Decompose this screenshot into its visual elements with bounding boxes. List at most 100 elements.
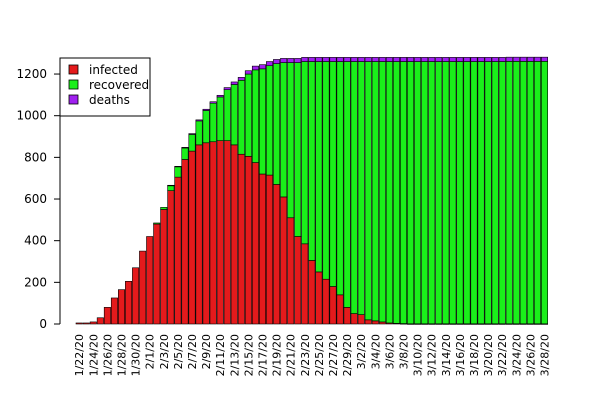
bar-recovered — [407, 61, 415, 325]
bar-infected — [96, 317, 104, 325]
bar-deaths — [414, 57, 422, 62]
x-tick-label: 3/12/20 — [426, 334, 439, 376]
bar-deaths — [280, 58, 288, 63]
bar-deaths — [498, 57, 506, 62]
bar-infected — [103, 307, 111, 325]
bar-deaths — [244, 70, 252, 75]
bar-recovered — [456, 61, 464, 325]
bar-recovered — [371, 61, 379, 322]
y-tick-label: 1000 — [16, 109, 47, 123]
bar-deaths — [223, 87, 231, 90]
bar-deaths — [407, 57, 415, 62]
bar-recovered — [230, 84, 238, 146]
x-tick-label: 2/23/20 — [299, 334, 312, 376]
bar-deaths — [209, 101, 217, 104]
x-axis: 1/22/20 1/24/20 1/26/20 1/28/20 1/30/20 2/1/2… — [73, 334, 551, 376]
bar-infected — [244, 156, 252, 325]
bar-recovered — [216, 96, 224, 141]
x-tick-label: 2/29/20 — [341, 334, 354, 376]
bar-deaths — [174, 166, 182, 168]
x-tick-label: 2/27/20 — [327, 334, 340, 376]
x-tick-label: 1/26/20 — [101, 334, 114, 376]
bar-infected — [188, 150, 196, 325]
x-tick-label: 3/18/20 — [468, 334, 481, 376]
bar-infected — [371, 320, 379, 325]
bar-infected — [216, 140, 224, 325]
bar-deaths — [357, 57, 365, 62]
bar-recovered — [435, 61, 443, 325]
bar-recovered — [188, 134, 196, 152]
x-tick-label: 1/24/20 — [87, 334, 100, 376]
bar-infected — [301, 243, 309, 325]
bar-recovered — [202, 110, 210, 144]
x-tick-label: 2/17/20 — [257, 334, 270, 376]
bar-infected — [139, 250, 147, 325]
bar-recovered — [251, 69, 259, 163]
x-tick-label: 3/26/20 — [524, 334, 537, 376]
bar-recovered — [378, 61, 386, 323]
bar-deaths — [181, 147, 189, 149]
x-tick-label: 3/4/20 — [369, 334, 382, 369]
bar-infected — [294, 236, 302, 325]
bar-deaths — [470, 57, 478, 62]
bar-infected — [273, 184, 281, 325]
bar-deaths — [442, 57, 450, 62]
bar-deaths — [421, 57, 429, 62]
bar-infected — [202, 142, 210, 325]
bar-recovered — [449, 61, 457, 325]
bar-deaths — [273, 59, 281, 64]
bar-recovered — [174, 166, 182, 178]
bar-recovered — [343, 61, 351, 308]
x-tick-label: 2/3/20 — [158, 334, 171, 369]
x-tick-label: 1/22/20 — [73, 334, 86, 376]
bar-recovered — [526, 61, 534, 325]
bar-recovered — [287, 62, 295, 219]
x-tick-label: 3/24/20 — [510, 334, 523, 376]
bar-infected — [287, 217, 295, 325]
bar-deaths — [287, 58, 295, 63]
bar-infected — [82, 322, 90, 325]
bar-recovered — [399, 61, 407, 324]
bar-recovered — [167, 185, 175, 191]
bar-deaths — [505, 56, 513, 62]
bar-infected — [258, 173, 266, 325]
bar-recovered — [533, 61, 541, 325]
bar-infected — [350, 313, 358, 325]
bar-deaths — [456, 57, 464, 62]
bar-recovered — [421, 61, 429, 325]
x-tick-label: 1/28/20 — [116, 334, 129, 376]
bar-infected — [195, 144, 203, 325]
y-tick-label: 0 — [39, 317, 47, 331]
bar-recovered — [315, 61, 323, 273]
bar-recovered — [266, 65, 274, 176]
bar-deaths — [435, 57, 443, 62]
bar-infected — [280, 196, 288, 325]
y-tick-label: 200 — [24, 275, 47, 289]
bar-deaths — [322, 57, 330, 62]
bar-deaths — [237, 77, 245, 81]
bar-infected — [110, 297, 118, 325]
x-tick-label: 2/15/20 — [242, 334, 255, 376]
bar-deaths — [216, 94, 224, 98]
bar-deaths — [371, 57, 379, 62]
bar-infected — [237, 153, 245, 325]
bar-infected — [181, 159, 189, 325]
bar-recovered — [223, 89, 231, 141]
x-tick-label: 3/22/20 — [496, 334, 509, 376]
legend-label-recovered: recovered — [89, 78, 149, 92]
bar-deaths — [251, 65, 259, 71]
x-tick-label: 1/30/20 — [130, 334, 143, 376]
bar-recovered — [329, 61, 337, 287]
bar-recovered — [357, 61, 365, 315]
bar-recovered — [392, 61, 400, 324]
bar-recovered — [195, 120, 203, 146]
x-tick-label: 2/11/20 — [214, 334, 227, 376]
bar-recovered — [414, 61, 422, 325]
bar-recovered — [301, 61, 309, 245]
bar-deaths — [188, 133, 196, 135]
bar-deaths — [230, 81, 238, 85]
bar-recovered — [385, 61, 393, 324]
bar-deaths — [399, 57, 407, 62]
x-tick-label: 3/8/20 — [398, 334, 411, 369]
x-tick-label: 2/19/20 — [271, 334, 284, 376]
